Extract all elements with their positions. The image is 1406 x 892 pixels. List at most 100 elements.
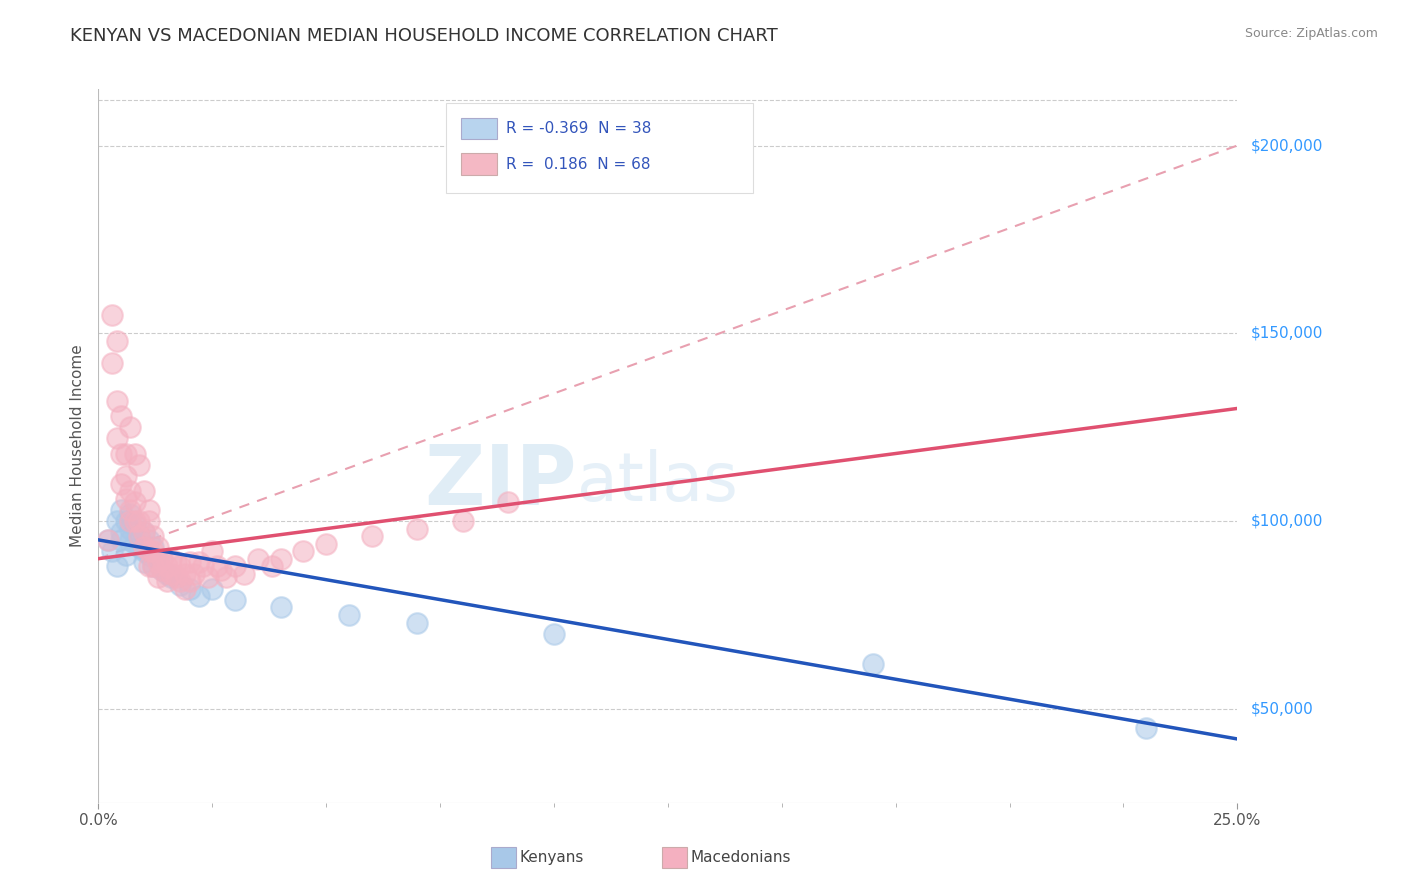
Text: R = -0.369  N = 38: R = -0.369 N = 38 bbox=[506, 121, 651, 136]
Text: $50,000: $50,000 bbox=[1251, 701, 1315, 716]
Point bbox=[114, 469, 136, 483]
Text: Source: ZipAtlas.com: Source: ZipAtlas.com bbox=[1244, 27, 1378, 40]
Point bbox=[114, 491, 136, 506]
Point bbox=[120, 503, 142, 517]
Point bbox=[337, 607, 360, 622]
Point bbox=[169, 574, 191, 589]
Point bbox=[120, 522, 142, 536]
Point bbox=[862, 657, 884, 671]
Y-axis label: Median Household Income: Median Household Income bbox=[69, 344, 84, 548]
Point bbox=[146, 556, 169, 570]
Point bbox=[138, 503, 160, 517]
Point bbox=[142, 541, 165, 555]
Point bbox=[156, 574, 179, 589]
Bar bbox=[491, 847, 516, 869]
Point bbox=[451, 514, 474, 528]
Text: $100,000: $100,000 bbox=[1251, 514, 1323, 529]
Point bbox=[132, 525, 155, 540]
Point bbox=[105, 393, 128, 408]
Text: ZIP: ZIP bbox=[425, 442, 576, 522]
Text: $200,000: $200,000 bbox=[1251, 138, 1323, 153]
Point bbox=[138, 533, 160, 547]
Point bbox=[174, 582, 197, 596]
Point bbox=[205, 559, 228, 574]
Point bbox=[110, 409, 132, 423]
Point bbox=[260, 559, 283, 574]
Point bbox=[498, 495, 520, 509]
Text: $150,000: $150,000 bbox=[1251, 326, 1323, 341]
Point bbox=[138, 514, 160, 528]
Point bbox=[187, 556, 209, 570]
Point bbox=[124, 536, 146, 550]
Bar bbox=[662, 847, 688, 869]
Point bbox=[114, 514, 136, 528]
Point bbox=[132, 484, 155, 499]
Point bbox=[160, 551, 183, 566]
Point bbox=[114, 548, 136, 562]
Point bbox=[101, 544, 124, 558]
Point bbox=[160, 570, 183, 584]
Point bbox=[179, 556, 201, 570]
Point bbox=[120, 420, 142, 434]
Point bbox=[146, 570, 169, 584]
Point bbox=[179, 574, 201, 589]
Point bbox=[110, 525, 132, 540]
Point bbox=[110, 446, 132, 460]
Point bbox=[150, 551, 173, 566]
Point bbox=[138, 548, 160, 562]
Point bbox=[406, 522, 429, 536]
Point bbox=[360, 529, 382, 543]
Point bbox=[124, 517, 146, 532]
Point bbox=[146, 551, 169, 566]
Point bbox=[315, 536, 337, 550]
Point bbox=[150, 563, 173, 577]
Text: KENYAN VS MACEDONIAN MEDIAN HOUSEHOLD INCOME CORRELATION CHART: KENYAN VS MACEDONIAN MEDIAN HOUSEHOLD IN… bbox=[70, 27, 778, 45]
Point bbox=[96, 533, 118, 547]
Point bbox=[187, 589, 209, 603]
Point bbox=[146, 541, 169, 555]
Point bbox=[124, 446, 146, 460]
Point bbox=[142, 529, 165, 543]
Point bbox=[406, 615, 429, 630]
Point bbox=[183, 566, 205, 581]
Point bbox=[105, 334, 128, 348]
Point bbox=[142, 559, 165, 574]
Point bbox=[96, 533, 118, 547]
Point bbox=[105, 514, 128, 528]
Point bbox=[101, 308, 124, 322]
Point bbox=[179, 582, 201, 596]
Point bbox=[142, 559, 165, 574]
Point bbox=[543, 627, 565, 641]
Point bbox=[132, 525, 155, 540]
Point bbox=[105, 432, 128, 446]
Point bbox=[150, 563, 173, 577]
Point bbox=[215, 570, 238, 584]
Point bbox=[1135, 721, 1157, 735]
Point bbox=[156, 566, 179, 581]
Bar bbox=[461, 118, 498, 139]
Point bbox=[156, 559, 179, 574]
Point bbox=[201, 582, 224, 596]
Point bbox=[120, 514, 142, 528]
Point bbox=[193, 559, 215, 574]
Point bbox=[138, 544, 160, 558]
Point bbox=[132, 556, 155, 570]
Point bbox=[128, 514, 150, 528]
Point bbox=[209, 563, 232, 577]
Point bbox=[246, 551, 269, 566]
Point bbox=[114, 446, 136, 460]
Point bbox=[165, 570, 187, 584]
Point bbox=[128, 529, 150, 543]
Point bbox=[105, 559, 128, 574]
Point bbox=[132, 544, 155, 558]
Point bbox=[174, 566, 197, 581]
Point bbox=[128, 529, 150, 543]
Point bbox=[292, 544, 315, 558]
Point bbox=[124, 495, 146, 509]
FancyBboxPatch shape bbox=[446, 103, 754, 193]
Point bbox=[128, 458, 150, 472]
Point bbox=[201, 544, 224, 558]
Point bbox=[110, 476, 132, 491]
Point bbox=[224, 593, 246, 607]
Point bbox=[128, 541, 150, 555]
